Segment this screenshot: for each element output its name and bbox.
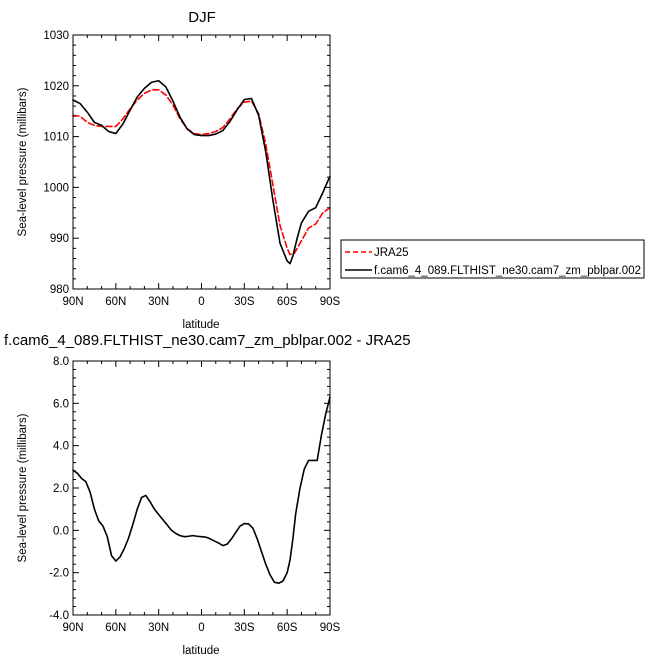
x-tick-label: 60N <box>105 296 126 308</box>
y-tick-label: 1010 <box>43 132 69 144</box>
chart-djf-frame <box>72 34 331 290</box>
chart-djf-ylabel: Sea-level pressure (millibars) <box>17 87 29 236</box>
x-tick-label: 90S <box>320 622 341 634</box>
x-tick-label: 0 <box>198 296 204 308</box>
y-tick-label: 2.0 <box>53 483 69 495</box>
series-line-djf-0 <box>72 89 331 256</box>
chart-difference-series <box>72 396 331 585</box>
y-tick-label: 0.0 <box>53 525 69 537</box>
y-tick-label: 1000 <box>43 182 69 194</box>
x-tick-label: 90S <box>320 296 341 308</box>
y-tick-label: -2.0 <box>49 568 69 580</box>
y-tick-label: 8.0 <box>53 356 69 368</box>
series-line-djf-1 <box>72 79 331 265</box>
x-tick-label: 30S <box>234 622 255 634</box>
y-tick-label: 1030 <box>43 30 69 42</box>
x-tick-label: 90N <box>62 622 83 634</box>
x-tick-label: 30N <box>148 622 169 634</box>
chart-difference-title: f.cam6_4_089.FLTHIST_ne30.cam7_zm_pblpar… <box>4 332 411 349</box>
chart-djf: DJF 90N 60N 30N 0 30S 60S 90S 980 990 1000 1010 102… <box>17 9 645 331</box>
legend-box <box>340 239 645 279</box>
chart-difference: f.cam6_4_089.FLTHIST_ne30.cam7_zm_pblpar… <box>4 332 411 657</box>
legend-label-jra25: JRA25 <box>374 247 409 259</box>
y-tick-label: 6.0 <box>53 398 69 410</box>
y-tick-label: -4.0 <box>49 610 69 622</box>
chart-difference-ticks: 90N 60N 30N 0 30S 60S 90S -4.0 -2.0 0.0 2.0 4.0 6.0 8… <box>49 356 340 634</box>
y-tick-label: 980 <box>50 284 69 296</box>
chart-djf-ticks: 90N 60N 30N 0 30S 60S 90S 980 990 1000 1010 1020 103… <box>43 30 340 308</box>
legend-label-model: f.cam6_4_089.FLTHIST_ne30.cam7_zm_pblpar… <box>374 265 641 277</box>
chart-difference-xlabel: latitude <box>182 645 219 657</box>
chart-difference-frame <box>72 360 331 616</box>
chart-difference-ylabel: Sea-level pressure (millibars) <box>17 413 29 562</box>
y-tick-label: 1020 <box>43 81 69 93</box>
chart-djf-xlabel: latitude <box>182 319 219 331</box>
x-tick-label: 0 <box>198 622 204 634</box>
x-tick-label: 60S <box>277 296 298 308</box>
chart-djf-legend: JRA25 f.cam6_4_089.FLTHIST_ne30.cam7_zm_… <box>340 239 645 279</box>
x-tick-label: 60N <box>105 622 126 634</box>
chart-djf-series <box>72 79 331 265</box>
series-line-difference-0 <box>72 396 331 585</box>
x-tick-label: 90N <box>62 296 83 308</box>
y-tick-label: 4.0 <box>53 441 69 453</box>
x-tick-label: 30S <box>234 296 255 308</box>
x-tick-label: 30N <box>148 296 169 308</box>
chart-djf-title: DJF <box>188 9 216 26</box>
y-tick-label: 990 <box>50 233 69 245</box>
x-tick-label: 60S <box>277 622 298 634</box>
